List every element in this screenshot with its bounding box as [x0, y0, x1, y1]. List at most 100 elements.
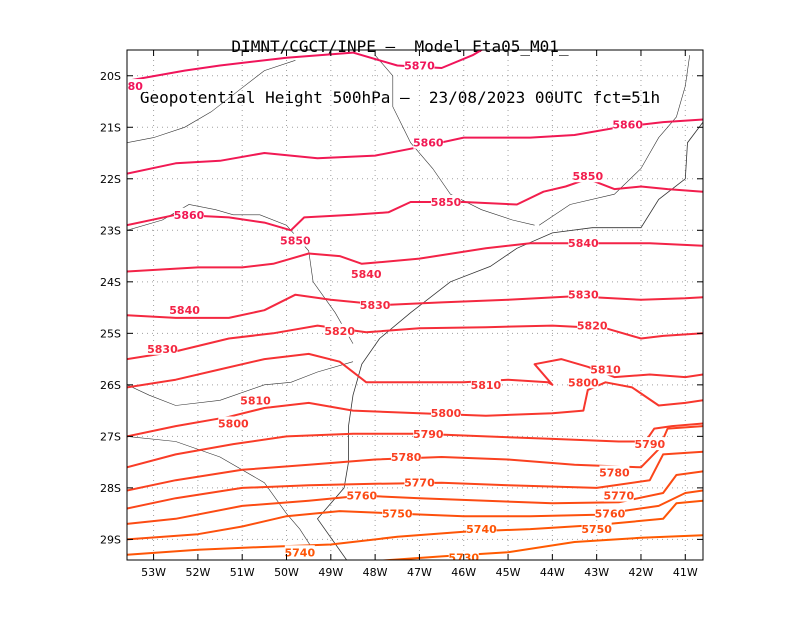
contour-label-bg: [174, 207, 205, 221]
contour-label: 5850: [280, 235, 311, 248]
contour-label-bg: [612, 117, 643, 131]
contour-label-bg: [382, 506, 413, 520]
contour-line: [375, 534, 703, 560]
contour-label: 5770: [604, 490, 635, 503]
lat-tick-label: 23S: [100, 224, 121, 237]
state-border: [127, 204, 354, 344]
lon-tick-label: 46W: [451, 566, 476, 579]
contour-label-bg: [599, 465, 630, 479]
title-line-1: DIMNT/CGCT/INPE — Model Eta05_M01_: [231, 37, 569, 56]
contour-label-bg: [324, 323, 355, 337]
contour-label-bg: [351, 267, 382, 281]
contour-label: 5840: [351, 268, 382, 281]
lon-tick-label: 50W: [274, 566, 299, 579]
contour-label-bg: [391, 449, 422, 463]
contour-label-bg: [360, 298, 391, 311]
contour-label: 5810: [240, 394, 271, 407]
grid-lines: [127, 50, 703, 560]
contour-line: [127, 352, 703, 389]
lon-tick-label: 52W: [185, 566, 210, 579]
state-border: [538, 55, 690, 226]
contour-label-bg: [634, 437, 665, 451]
contour-label-bg: [169, 303, 200, 317]
axis-ticks: 20S 21S 22S 23S 24S 25S 26S 27S 28S 29S 53W 52W 51W 5…: [100, 50, 703, 579]
lon-tick-label: 41W: [673, 566, 698, 579]
lon-tick-label: 49W: [318, 566, 343, 579]
contour-label-bg: [240, 393, 271, 407]
contour-label: 5740: [466, 523, 497, 536]
contour-label: 5810: [590, 363, 621, 376]
lat-tick-label: 21S: [100, 121, 121, 134]
contour-line: [127, 381, 703, 438]
lon-tick-label: 47W: [407, 566, 432, 579]
lon-tick-label: 43W: [584, 566, 609, 579]
contour-line: [127, 242, 703, 273]
contour-label-bg: [590, 362, 621, 376]
contour-label-bg: [568, 287, 599, 301]
contour-label-bg: [568, 236, 599, 250]
title-line-2: Geopotential Height 500hPa — 23/08/2023 …: [139, 88, 661, 107]
contour-label-bg: [127, 79, 147, 93]
contour-label: 5860: [174, 209, 205, 222]
contour-label: 5750: [382, 508, 413, 521]
contour-label: 5860: [612, 119, 643, 132]
contour-label: 5780: [599, 466, 630, 479]
contour-label-bg: [413, 135, 444, 149]
contour-label-bg: [431, 406, 462, 420]
contour-label: 5870: [404, 59, 435, 72]
lat-tick-label: 28S: [100, 482, 121, 495]
contour-label: 5760: [347, 490, 378, 503]
lat-tick-label: 20S: [100, 70, 121, 83]
lat-tick-label: 26S: [100, 379, 121, 392]
contour-label-bg: [431, 194, 462, 208]
lon-tick-label: 45W: [496, 566, 521, 579]
contour-label-bg: [568, 375, 599, 389]
contour-label-bg: [346, 488, 377, 502]
lat-tick-label: 29S: [100, 533, 121, 546]
lon-tick-label: 48W: [363, 566, 388, 579]
contour-label: 5830: [360, 299, 391, 312]
state-border: [374, 55, 535, 226]
contour-lines: [127, 50, 703, 560]
contour-label-bg: [218, 416, 249, 430]
lat-tick-label: 24S: [100, 276, 121, 289]
contour-label-bg: [572, 169, 603, 183]
contour-label: 5850: [431, 196, 462, 209]
contour-line: [127, 324, 703, 361]
contour-label: 5770: [404, 477, 435, 490]
lon-tick-label: 53W: [141, 566, 166, 579]
contour-label-bg: [594, 506, 625, 520]
contour-label: 5830: [147, 343, 178, 356]
contour-label-bg: [470, 377, 501, 391]
contour-label: 5820: [324, 325, 355, 338]
contour-label: 5780: [391, 451, 422, 464]
lat-tick-label: 25S: [100, 327, 121, 340]
contour-label: 5740: [284, 546, 315, 559]
contour-label: 580: [120, 80, 143, 93]
contour-line: [127, 177, 703, 232]
contour-label-bg: [147, 341, 178, 355]
contour-label: 5760: [595, 508, 626, 521]
contour-line: [127, 489, 703, 541]
contour-line: [127, 293, 703, 319]
contour-label-bg: [603, 488, 634, 502]
contour-line: [127, 422, 703, 469]
contour-line: [127, 450, 703, 510]
contour-label: 5790: [413, 428, 444, 441]
lon-tick-label: 51W: [230, 566, 255, 579]
contour-label-bg: [466, 522, 497, 536]
contour-label-bg: [577, 318, 608, 332]
map-frame: [126, 49, 704, 561]
contour-label-bg: [284, 545, 315, 559]
contour-line: [127, 50, 484, 82]
lat-tick-label: 27S: [100, 430, 121, 443]
contour-label: 5750: [581, 523, 612, 536]
contour-label-bg: [404, 475, 435, 489]
contour-label-bg: [404, 58, 435, 72]
state-border: [127, 361, 354, 406]
contour-label: 5800: [431, 407, 462, 420]
map-title: DIMNT/CGCT/INPE — Model Eta05_M01_ Geopo…: [0, 4, 800, 123]
contour-label: 5810: [471, 379, 502, 392]
contour-line: [127, 499, 703, 556]
contour-label: 5790: [635, 438, 666, 451]
